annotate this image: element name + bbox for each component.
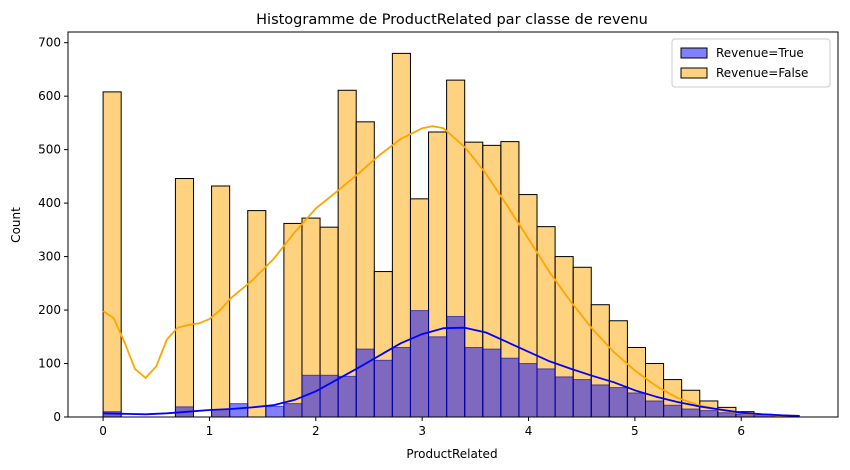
bar-revenue-true bbox=[536, 368, 556, 418]
x-tick-label: 1 bbox=[206, 424, 214, 438]
bar-revenue-true bbox=[590, 384, 610, 418]
bar-revenue-false bbox=[247, 210, 267, 418]
legend-label-revenue-true: Revenue=True bbox=[716, 46, 804, 60]
y-tick-label: 500 bbox=[38, 143, 61, 157]
x-tick-label: 4 bbox=[525, 424, 533, 438]
bar-revenue-true bbox=[391, 346, 411, 418]
legend: Revenue=True Revenue=False bbox=[671, 38, 831, 88]
kde-line-revenue-true bbox=[103, 326, 800, 417]
plot-area bbox=[67, 31, 839, 418]
plot-frame bbox=[67, 31, 839, 418]
bar-revenue-true bbox=[337, 375, 357, 418]
chart-title: Histogramme de ProductRelated par classe… bbox=[256, 12, 648, 28]
bar-revenue-true bbox=[626, 392, 646, 418]
x-tick-label: 3 bbox=[418, 424, 426, 438]
x-tick-label: 6 bbox=[737, 424, 745, 438]
legend-swatch-revenue-false bbox=[680, 67, 708, 79]
bar-revenue-true bbox=[482, 348, 502, 418]
y-tick-label: 200 bbox=[38, 303, 61, 317]
bar-revenue-false bbox=[337, 89, 357, 418]
kde-line-revenue-false bbox=[102, 125, 800, 418]
bar-revenue-true bbox=[319, 374, 339, 418]
bar-revenue-true bbox=[283, 403, 303, 418]
bar-revenue-false bbox=[102, 91, 122, 418]
bar-revenue-true bbox=[554, 376, 574, 418]
y-axis-ticks: 0 100 200 300 400 500 600 700 bbox=[38, 36, 68, 424]
bar-revenue-true bbox=[428, 336, 448, 418]
bar-revenue-true bbox=[645, 400, 665, 418]
bar-revenue-true bbox=[518, 363, 538, 418]
bar-revenue-true bbox=[717, 412, 737, 418]
x-tick-label: 0 bbox=[99, 424, 107, 438]
y-tick-label: 400 bbox=[38, 196, 61, 210]
bar-revenue-true bbox=[699, 410, 719, 418]
legend-swatch-revenue-true bbox=[680, 47, 708, 59]
x-axis-ticks: 0 1 2 3 4 5 6 bbox=[99, 417, 745, 438]
x-tick-label: 2 bbox=[312, 424, 320, 438]
x-axis-label: ProductRelated bbox=[406, 447, 497, 461]
legend-box bbox=[671, 38, 831, 88]
y-tick-label: 600 bbox=[38, 89, 61, 103]
y-tick-label: 0 bbox=[53, 410, 61, 424]
bar-revenue-true bbox=[446, 315, 466, 418]
bar-revenue-true bbox=[229, 403, 249, 418]
y-tick-label: 100 bbox=[38, 357, 61, 371]
x-tick-label: 5 bbox=[631, 424, 639, 438]
bar-revenue-true bbox=[572, 379, 592, 418]
bar-revenue-true bbox=[500, 357, 520, 418]
bar-revenue-true bbox=[265, 405, 285, 418]
legend-label-revenue-false: Revenue=False bbox=[716, 66, 808, 80]
bar-revenue-true bbox=[681, 408, 701, 418]
y-tick-label: 300 bbox=[38, 250, 61, 264]
bar-revenue-true bbox=[409, 310, 430, 418]
bar-revenue-true bbox=[373, 359, 393, 418]
y-tick-label: 700 bbox=[38, 36, 61, 50]
bar-revenue-false bbox=[283, 222, 303, 418]
bar-revenue-true bbox=[663, 404, 683, 418]
bar-revenue-true bbox=[608, 387, 628, 418]
y-axis-label: Count bbox=[9, 207, 23, 243]
bar-revenue-false bbox=[174, 178, 194, 418]
bar-revenue-true bbox=[464, 346, 484, 418]
